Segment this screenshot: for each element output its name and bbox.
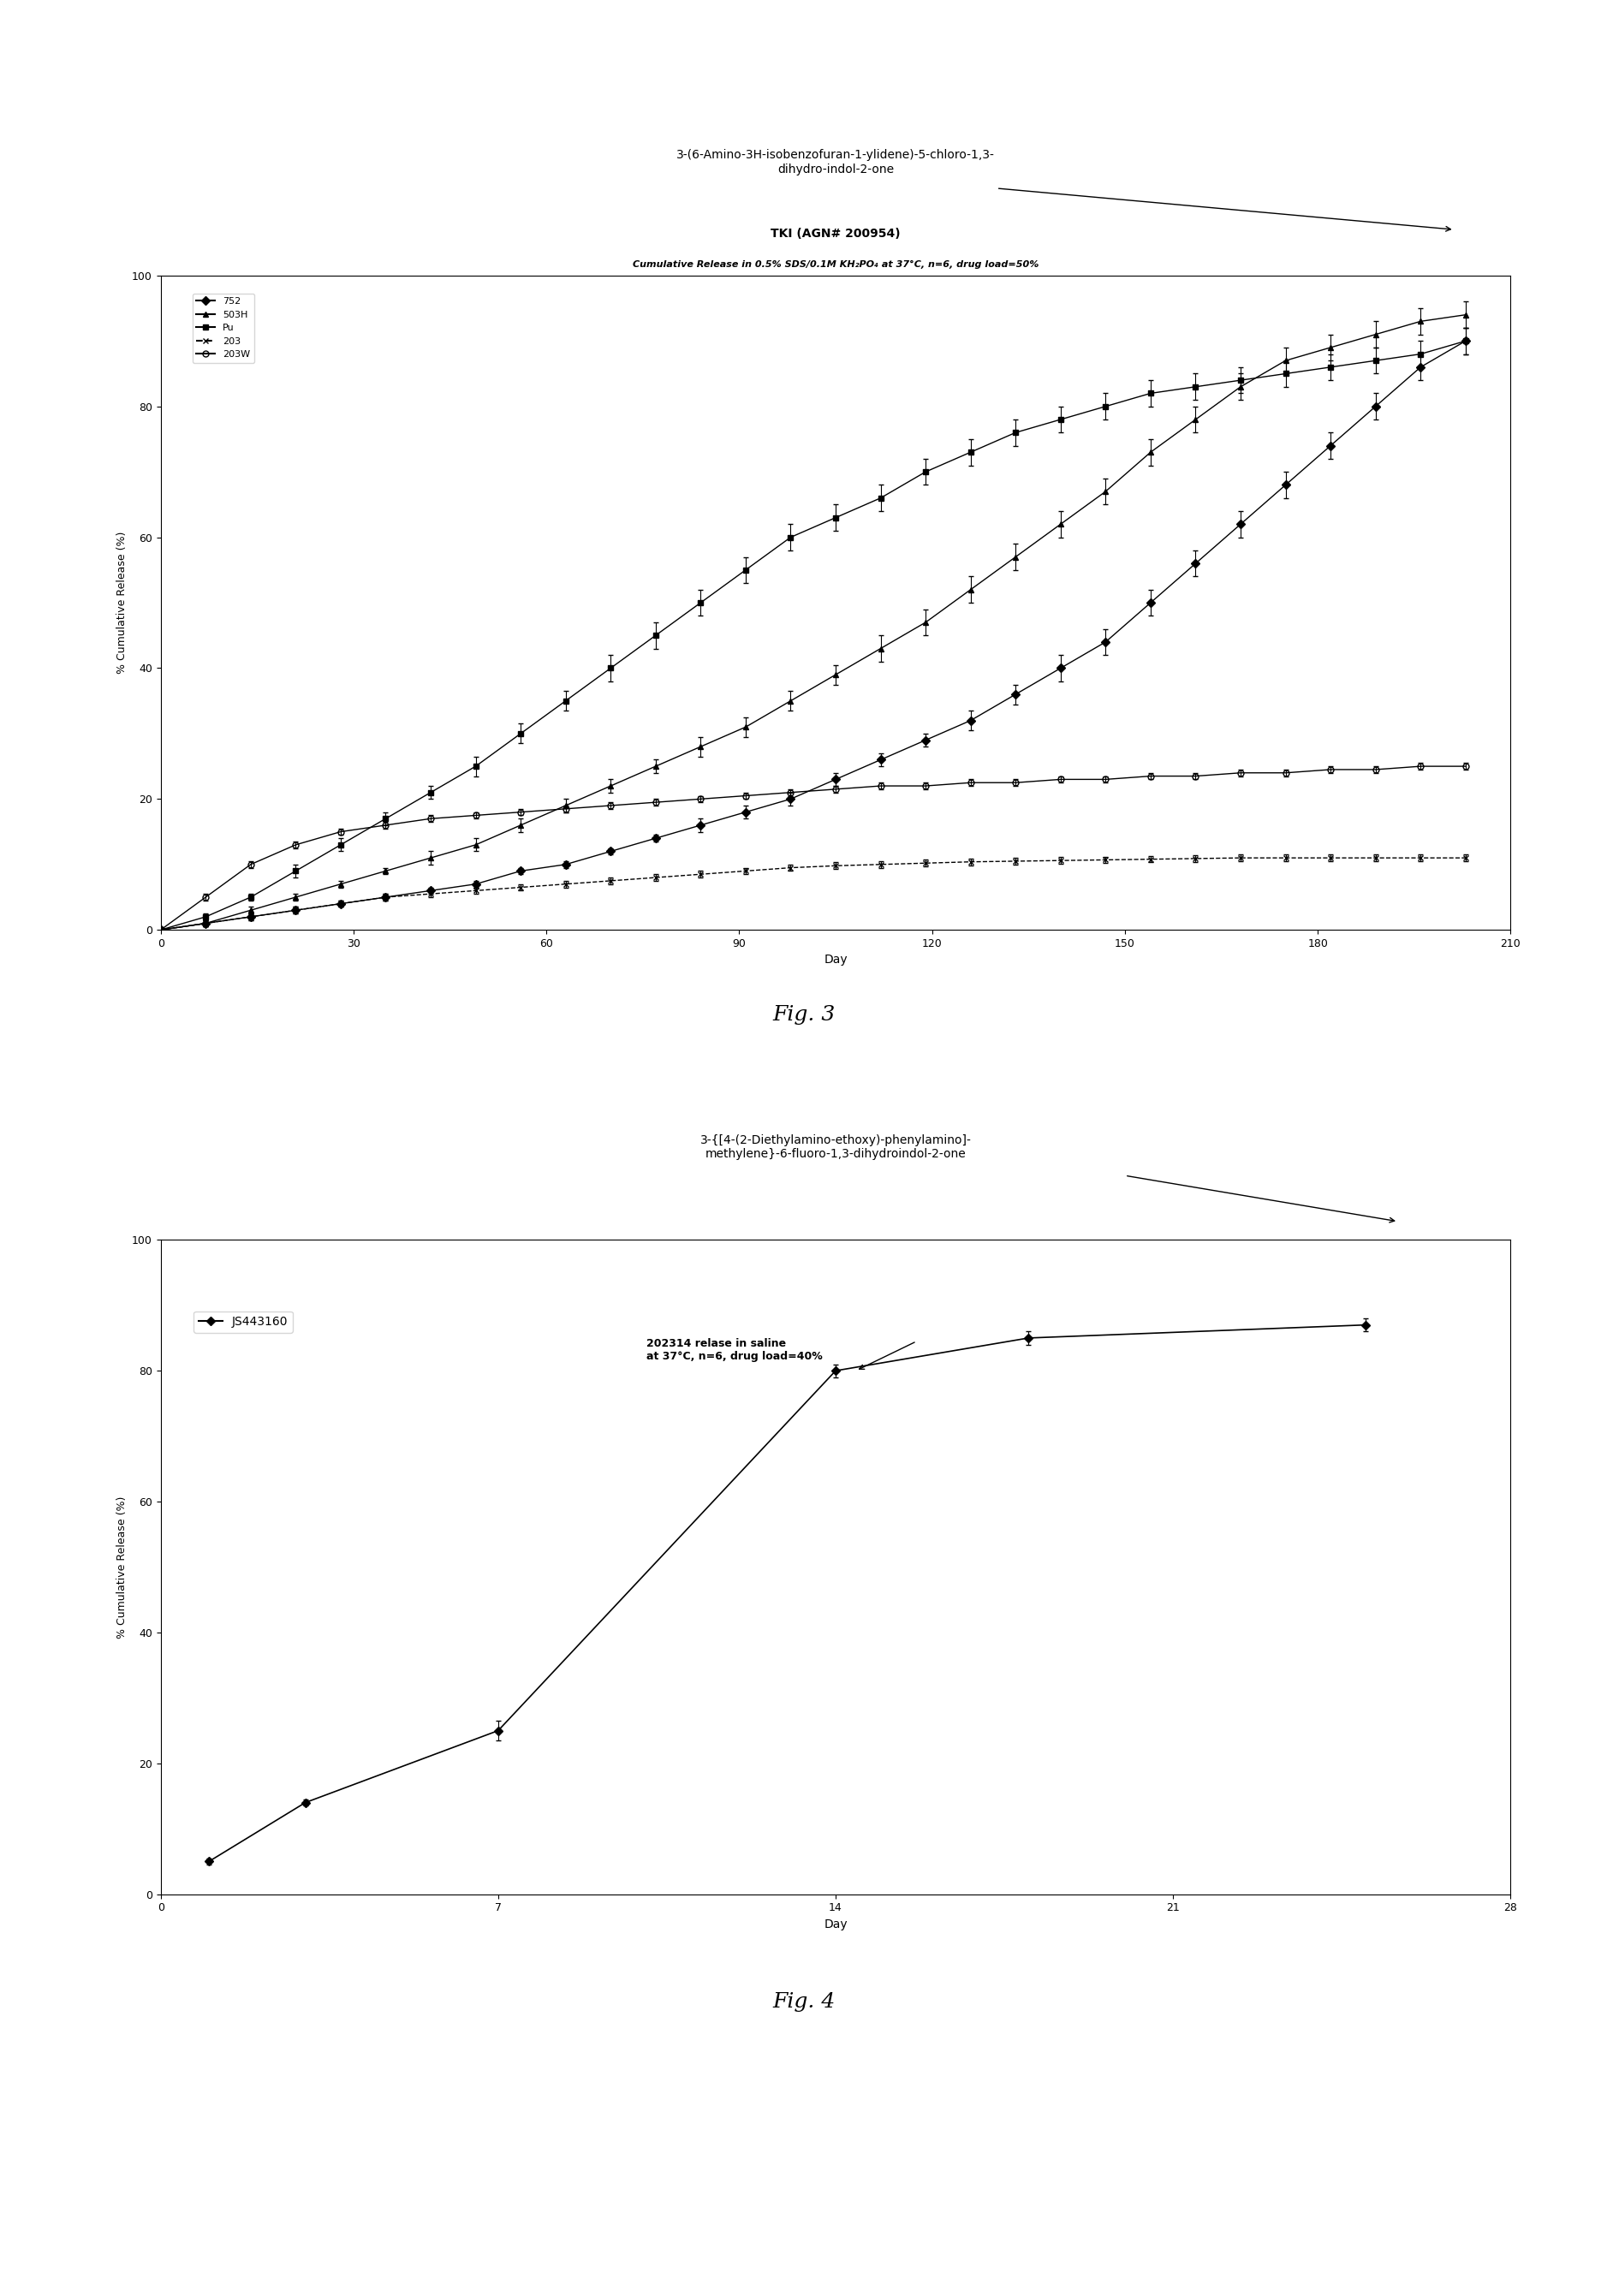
Y-axis label: % Cumulative Release (%): % Cumulative Release (%): [116, 530, 127, 675]
X-axis label: Day: Day: [824, 1919, 847, 1931]
Text: TKI (AGN# 200954): TKI (AGN# 200954): [771, 227, 900, 239]
Text: Fig. 3: Fig. 3: [771, 1006, 836, 1024]
Text: 202314 relase in saline
at 37°C, n=6, drug load=40%: 202314 relase in saline at 37°C, n=6, dr…: [646, 1339, 823, 1362]
Text: Cumulative Release in 0.5% SDS/0.1M KH₂PO₄ at 37°C, n=6, drug load=50%: Cumulative Release in 0.5% SDS/0.1M KH₂P…: [633, 259, 1038, 269]
Y-axis label: % Cumulative Release (%): % Cumulative Release (%): [116, 1495, 127, 1639]
Legend: 752, 503H, Pu, 203, 203W: 752, 503H, Pu, 203, 203W: [193, 294, 254, 363]
Text: 3-(6-Amino-3H-isobenzofuran-1-ylidene)-5-chloro-1,3-
dihydro-indol-2-one: 3-(6-Amino-3H-isobenzofuran-1-ylidene)-5…: [677, 149, 995, 174]
Text: Fig. 4: Fig. 4: [771, 1993, 836, 2011]
Legend: JS443160: JS443160: [193, 1311, 292, 1332]
X-axis label: Day: Day: [824, 955, 847, 967]
Text: 3-{[4-(2-Diethylamino-ethoxy)-phenylamino]-
methylene}-6-fluoro-1,3-dihydroindol: 3-{[4-(2-Diethylamino-ethoxy)-phenylamin…: [701, 1134, 971, 1159]
